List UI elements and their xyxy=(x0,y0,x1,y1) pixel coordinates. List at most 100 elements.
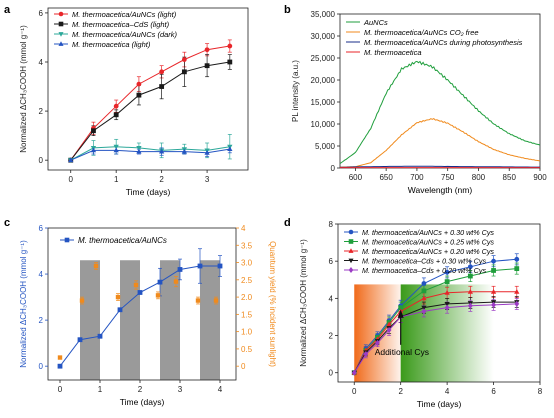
data-point xyxy=(444,269,450,275)
y-tick-label: 4 xyxy=(241,224,246,233)
y-tick-label: 5,000 xyxy=(315,142,336,151)
y-axis-label: Normalized ΔCH₃COOH (mmol g⁻¹) xyxy=(19,25,28,153)
legend-entry: AuNCs xyxy=(363,18,388,27)
data-point xyxy=(181,57,187,62)
data-point xyxy=(467,288,473,294)
x-tick-label: 2 xyxy=(398,387,403,396)
data-point xyxy=(137,290,143,295)
quantum-yield-point xyxy=(173,279,179,284)
plot-frame xyxy=(47,7,249,171)
data-point xyxy=(514,288,520,294)
data-point xyxy=(444,302,450,307)
series-line xyxy=(353,258,517,373)
plot-frame xyxy=(47,227,237,381)
quantum-yield-point xyxy=(57,355,63,360)
data-point xyxy=(227,59,233,65)
data-point xyxy=(177,267,183,272)
data-point xyxy=(204,149,210,155)
y-tick-label: 6 xyxy=(39,9,44,18)
data-point xyxy=(204,47,210,53)
legend-entry: M. thermoacetica xyxy=(364,48,422,57)
panel-letter-a: a xyxy=(4,4,11,16)
light-period-band xyxy=(160,260,180,380)
legend-marker xyxy=(348,267,354,273)
annotation-arrow-head xyxy=(397,309,404,318)
y-tick-label: 0 xyxy=(329,369,334,378)
data-point xyxy=(113,147,119,153)
data-point xyxy=(421,295,427,301)
data-point xyxy=(444,289,450,295)
series-line xyxy=(70,146,230,161)
x-tick-label: 0 xyxy=(352,387,357,396)
y-tick-label: 2 xyxy=(39,107,44,116)
light-period-band xyxy=(80,260,100,380)
data-point xyxy=(490,288,497,294)
x-tick-label: 700 xyxy=(410,173,424,182)
series-line xyxy=(353,291,517,373)
y-tick-label: 1.5 xyxy=(241,310,253,319)
y-tick-label: 4 xyxy=(39,58,44,67)
data-point xyxy=(363,350,369,358)
legend-entry: M. thermoacetica/AuNCs + 0.25 wt% Cys xyxy=(362,238,494,247)
y-tick-label: 6 xyxy=(329,257,334,266)
annotation-additional-cys: Additional Cys xyxy=(375,347,429,357)
x-tick-label: 4 xyxy=(218,385,223,394)
data-point xyxy=(113,103,119,109)
y-tick-label: 35,000 xyxy=(311,10,336,19)
quantum-yield-point xyxy=(155,293,161,298)
y-tick-label: 30,000 xyxy=(311,32,336,41)
legend-entry: M. thermoacetica (light) xyxy=(72,40,151,49)
y-axis-label: Normalized ΔCH₃COOH (mmol g⁻¹) xyxy=(299,239,308,367)
x-tick-label: 4 xyxy=(445,387,450,396)
series-line xyxy=(353,303,517,373)
x-tick-label: 2 xyxy=(138,385,143,394)
y-tick-label: 0 xyxy=(331,164,336,173)
x-tick-label: 8 xyxy=(538,387,543,396)
data-point xyxy=(181,148,188,154)
legend-marker xyxy=(58,11,64,17)
y-tick-label: 10,000 xyxy=(311,120,336,129)
legend-entry: M. thermoacetica–Cds + 0.30 wt% Cys xyxy=(362,257,486,266)
data-point xyxy=(91,128,96,134)
x-tick-label: 0 xyxy=(58,385,63,394)
y-tick-label: 8 xyxy=(329,220,334,229)
legend-marker xyxy=(348,248,354,253)
data-point xyxy=(77,337,83,343)
series-line xyxy=(70,45,230,161)
data-point xyxy=(514,300,520,308)
y-tick-label: 2 xyxy=(39,316,44,325)
y-tick-label: 0.5 xyxy=(241,345,253,354)
data-point xyxy=(444,279,450,285)
x-tick-label: 650 xyxy=(379,173,393,182)
quantum-yield-point xyxy=(213,298,219,303)
y-tick-label: 1.0 xyxy=(241,328,253,337)
quantum-yield-point xyxy=(79,298,85,303)
x-tick-label: 3 xyxy=(178,385,183,394)
y-tick-label: 3.5 xyxy=(241,241,253,250)
legend-entry: M. thermoacetica–Cds + 0.20 wt% Cys xyxy=(362,266,486,275)
panel-letter-d: d xyxy=(284,217,291,229)
y-tick-label: 25,000 xyxy=(311,54,336,63)
y-tick-label: 0 xyxy=(241,362,246,371)
data-point xyxy=(159,84,165,89)
x-axis-label: Time (days) xyxy=(417,399,462,409)
data-point xyxy=(491,258,496,264)
y-tick-label: 2.0 xyxy=(241,293,253,302)
x-axis-label: Wavelength (nm) xyxy=(408,185,473,195)
legend-marker xyxy=(64,237,70,243)
panel-letter-c: c xyxy=(4,217,10,229)
legend-marker xyxy=(58,32,64,37)
data-point xyxy=(136,81,142,87)
data-point xyxy=(444,304,450,311)
x-tick-label: 900 xyxy=(533,173,547,182)
legend-entry: M. thermoacetica/AuNCs + 0.30 wt% Cys xyxy=(362,228,494,237)
data-point xyxy=(386,326,392,334)
legend-entry: M. thermoacetica/AuNCs xyxy=(78,236,167,245)
data-point xyxy=(491,301,496,308)
data-point xyxy=(467,264,473,270)
data-point xyxy=(117,307,123,313)
legend-entry: M. thermoacetica/AuNCs + 0.20 wt% Cys xyxy=(362,247,494,256)
x-axis-label: Time (days) xyxy=(126,187,171,197)
